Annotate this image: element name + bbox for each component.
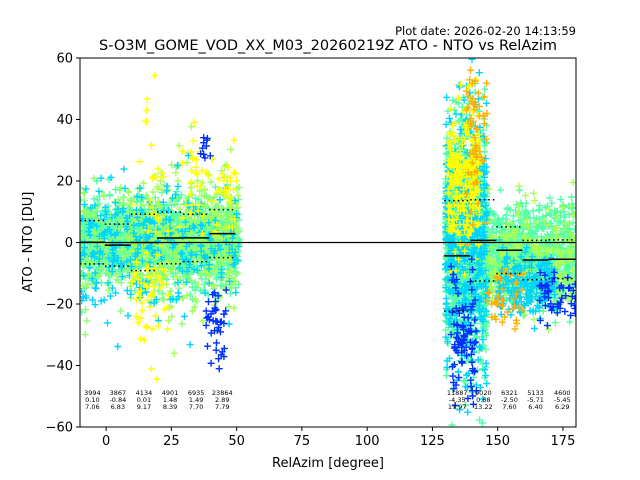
bin-std-label: 7.70 [189, 403, 203, 411]
y-tick-label: 40 [56, 113, 73, 128]
y-axis-label: ATO - NTO [DU] [21, 192, 36, 293]
bin-std-label: 6.83 [111, 403, 125, 411]
bin-mean-label: 1.48 [163, 396, 177, 404]
x-tick-label: 0 [102, 434, 110, 449]
bin-std-label: 6.29 [555, 403, 569, 411]
x-tick-label: 150 [485, 434, 510, 449]
bin-std-label: 13.22 [474, 403, 493, 411]
bin-n-label: 6935 [188, 389, 205, 397]
bin-n-label: 3867 [110, 389, 127, 397]
bin-mean-label: 0.68 [476, 396, 490, 404]
bin-std-label: 6.40 [528, 403, 542, 411]
bin-mean-label: 0.01 [137, 396, 151, 404]
bin-n-label: 3994 [84, 389, 101, 397]
bin-std-label: 8.39 [163, 403, 177, 411]
x-tick-label: 50 [228, 434, 245, 449]
x-tick-label: 100 [355, 434, 380, 449]
plot-date: Plot date: 2026-02-20 14:13:59 [395, 24, 576, 38]
bin-std-label: 7.06 [85, 403, 99, 411]
scatter-points [197, 134, 576, 409]
y-tick-label: −20 [46, 298, 73, 313]
y-axis: −60 −40 −20 0 20 40 60 [46, 52, 80, 436]
bin-n-label: 5133 [527, 389, 544, 397]
x-axis-label: RelAzim [degree] [272, 456, 384, 471]
x-axis: 0 25 50 75 100 125 150 175 [102, 427, 575, 449]
bin-n-label: 4901 [162, 389, 179, 397]
bin-std-label: 7.60 [502, 403, 516, 411]
bin-n-label: 4600 [554, 389, 571, 397]
scatter-points [463, 66, 527, 333]
bin-n-label: 23864 [212, 389, 233, 397]
y-tick-label: −60 [46, 421, 73, 436]
bin-mean-label: -5.71 [527, 396, 544, 404]
x-tick-label: 175 [551, 434, 576, 449]
bin-mean-label: 1.49 [189, 396, 203, 404]
bin-mean-label: -4.35 [449, 396, 466, 404]
x-tick-label: 25 [163, 434, 180, 449]
bin-std-label: 17.97 [448, 403, 467, 411]
bin-n-label: 9020 [475, 389, 492, 397]
y-tick-label: 60 [56, 52, 73, 67]
chart-title: S-O3M_GOME_VOD_XX_M03_20260219Z ATO - NT… [99, 38, 557, 54]
bin-n-label: 11887 [447, 389, 468, 397]
bin-std-label: 7.79 [215, 403, 229, 411]
y-tick-label: 20 [56, 175, 73, 190]
bin-mean-label: 2.89 [215, 396, 229, 404]
bin-mean-label: -0.84 [109, 396, 126, 404]
bin-mean-label: 0.10 [85, 396, 99, 404]
scatter-layer [80, 58, 576, 427]
x-tick-label: 125 [420, 434, 445, 449]
bin-n-label: 6321 [501, 389, 518, 397]
y-tick-label: −40 [46, 359, 73, 374]
bin-mean-label: -5.45 [554, 396, 571, 404]
y-tick-label: 0 [65, 236, 73, 251]
bin-mean-label: -2.50 [501, 396, 518, 404]
x-tick-label: 75 [294, 434, 311, 449]
bin-n-label: 4134 [136, 389, 153, 397]
bin-std-label: 9.17 [137, 403, 151, 411]
